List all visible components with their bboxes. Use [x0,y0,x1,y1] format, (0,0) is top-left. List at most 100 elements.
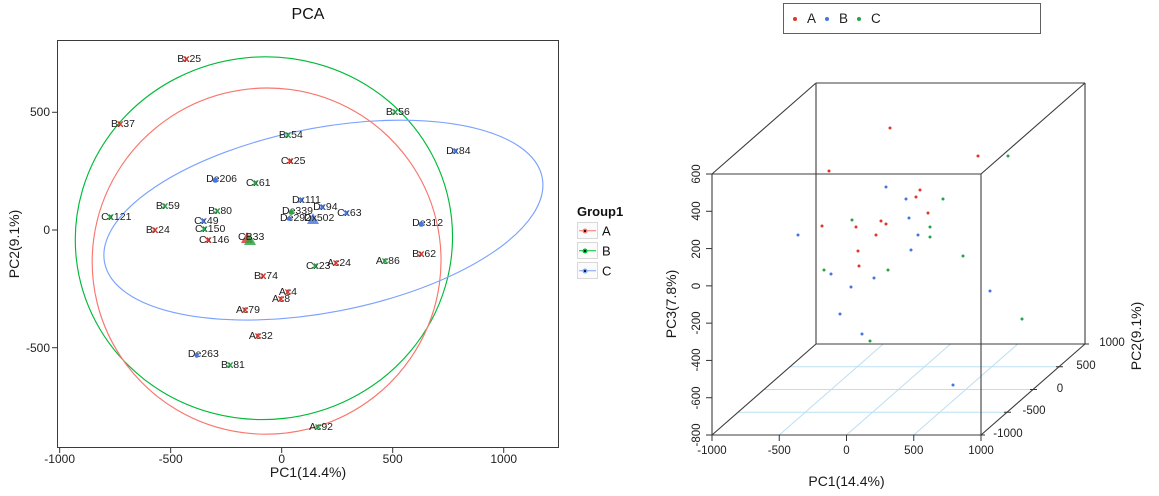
data-point-marker-x: ✕ [451,146,460,158]
data-point-marker-triangle [306,212,319,224]
confidence-ellipse-B [74,56,454,421]
data-point-marker-x: ✕ [253,331,262,343]
data-point-marker-dot [212,177,218,183]
legend-point [825,16,830,21]
y-tick-label: 600 [691,164,703,184]
data-point [904,197,908,201]
data-point-label: Bx62 [412,248,437,261]
legend-key-point [582,228,588,233]
data-point [829,272,833,276]
depth-tick-label: 1000 [1099,337,1125,349]
data-point-label: Cx25 [280,155,306,168]
data-point-label: Cx61 [246,177,271,190]
data-point-marker-x: ✕ [417,249,426,261]
data-point [879,219,883,223]
y-tick-label: -600 [691,386,703,410]
plot-panel [57,40,559,448]
data-point-label: De339 [282,205,313,218]
data-point-marker-x: ✕ [213,206,222,218]
legend-item-label: A [602,223,611,239]
data-point-label: Cx49 [194,215,219,228]
data-point-marker-x: ✕ [106,212,115,224]
data-point-marker-x: ✕ [182,54,191,66]
x-tick-label: -500 [158,452,183,466]
y-tick-label: -400 [691,348,703,372]
legend-key [577,222,598,239]
x-tick-label: -1000 [697,445,727,457]
y-tick-label: 200 [691,238,703,259]
data-point [857,264,861,268]
legend-key-point [582,268,588,273]
data-point-label: Bx25 [177,53,202,66]
data-point [907,216,911,220]
data-point-marker-x: ✕ [150,225,159,237]
data-point [838,312,842,316]
data-point-marker-dot [288,209,294,215]
legend-title: Group1 [577,204,624,219]
data-point-marker-x: ✕ [199,224,208,236]
data-point-label: Cx23 [305,260,331,273]
data-point-marker-x: ✕ [332,258,341,270]
data-point-marker-triangle [244,233,257,245]
data-point-marker-x: ✕ [160,201,169,213]
data-point [1006,154,1010,158]
x-axis-label: PC1(14.4%) [808,473,885,489]
data-point-marker-x: ✕ [285,156,294,168]
data-point-marker-x: ✕ [241,305,250,317]
legend-point [793,16,797,21]
data-point-marker-dot [194,352,200,358]
data-point-marker-x: ✕ [390,107,399,119]
y-tick-label: -800 [691,423,703,447]
data-point [916,233,920,237]
legend-key [577,262,598,279]
depth-tick-label: 500 [1076,359,1096,372]
data-point [951,383,955,387]
data-point-marker-x: ✕ [314,422,323,434]
data-point [941,197,945,201]
data-point-label: Dx84 [446,145,471,158]
data-point [976,154,980,158]
y-tick-label: 400 [691,201,703,221]
data-point [822,268,826,272]
data-point-label: Bx54 [278,129,303,142]
legend: A B C [783,3,1041,34]
data-point-label: De312 [412,217,444,230]
data-point [856,249,860,253]
legend-point [857,16,862,21]
data-point-marker-dot [418,221,424,227]
data-point-marker-x: ✕ [225,360,234,372]
data-point-label: Ac32 [248,330,273,343]
y-tick-label: 500 [29,105,50,120]
data-point [796,233,800,237]
legend-key-line [579,229,596,232]
depth-tick-label: 0 [1056,382,1064,395]
data-point-label: Cx146 [198,234,230,247]
cube-edge [980,82,1086,175]
x-tick-label: -1000 [44,452,76,466]
data-point-label: Ac79 [236,304,260,317]
x-axis-label: PC1(14.4%) [269,464,347,480]
x-tick-label: -500 [767,445,791,457]
legend-key [577,242,598,259]
plot-title: PCA [291,6,325,23]
cube-edge [711,82,817,175]
data-point-marker-x: ✕ [311,261,319,273]
data-point-marker-x: ✕ [277,294,285,306]
depth-axis-label: PC2(9.1%) [1128,301,1144,371]
data-point-marker-x: ✕ [380,256,389,268]
legend-item-label: C [871,11,881,26]
data-point [860,332,864,336]
legend-key-line [579,269,596,272]
y-tick-label: 0 [691,282,703,290]
data-point-label: Bx81 [220,359,245,372]
data-point-marker-dot [286,216,292,222]
data-point-marker-x: ✕ [283,287,292,299]
data-point [886,268,890,272]
data-point-label: Bx74 [254,270,278,283]
data-point-label: Bx37 [111,118,135,131]
data-point [928,225,932,229]
data-point-label: Cx150 [194,223,226,236]
data-point [827,169,831,173]
